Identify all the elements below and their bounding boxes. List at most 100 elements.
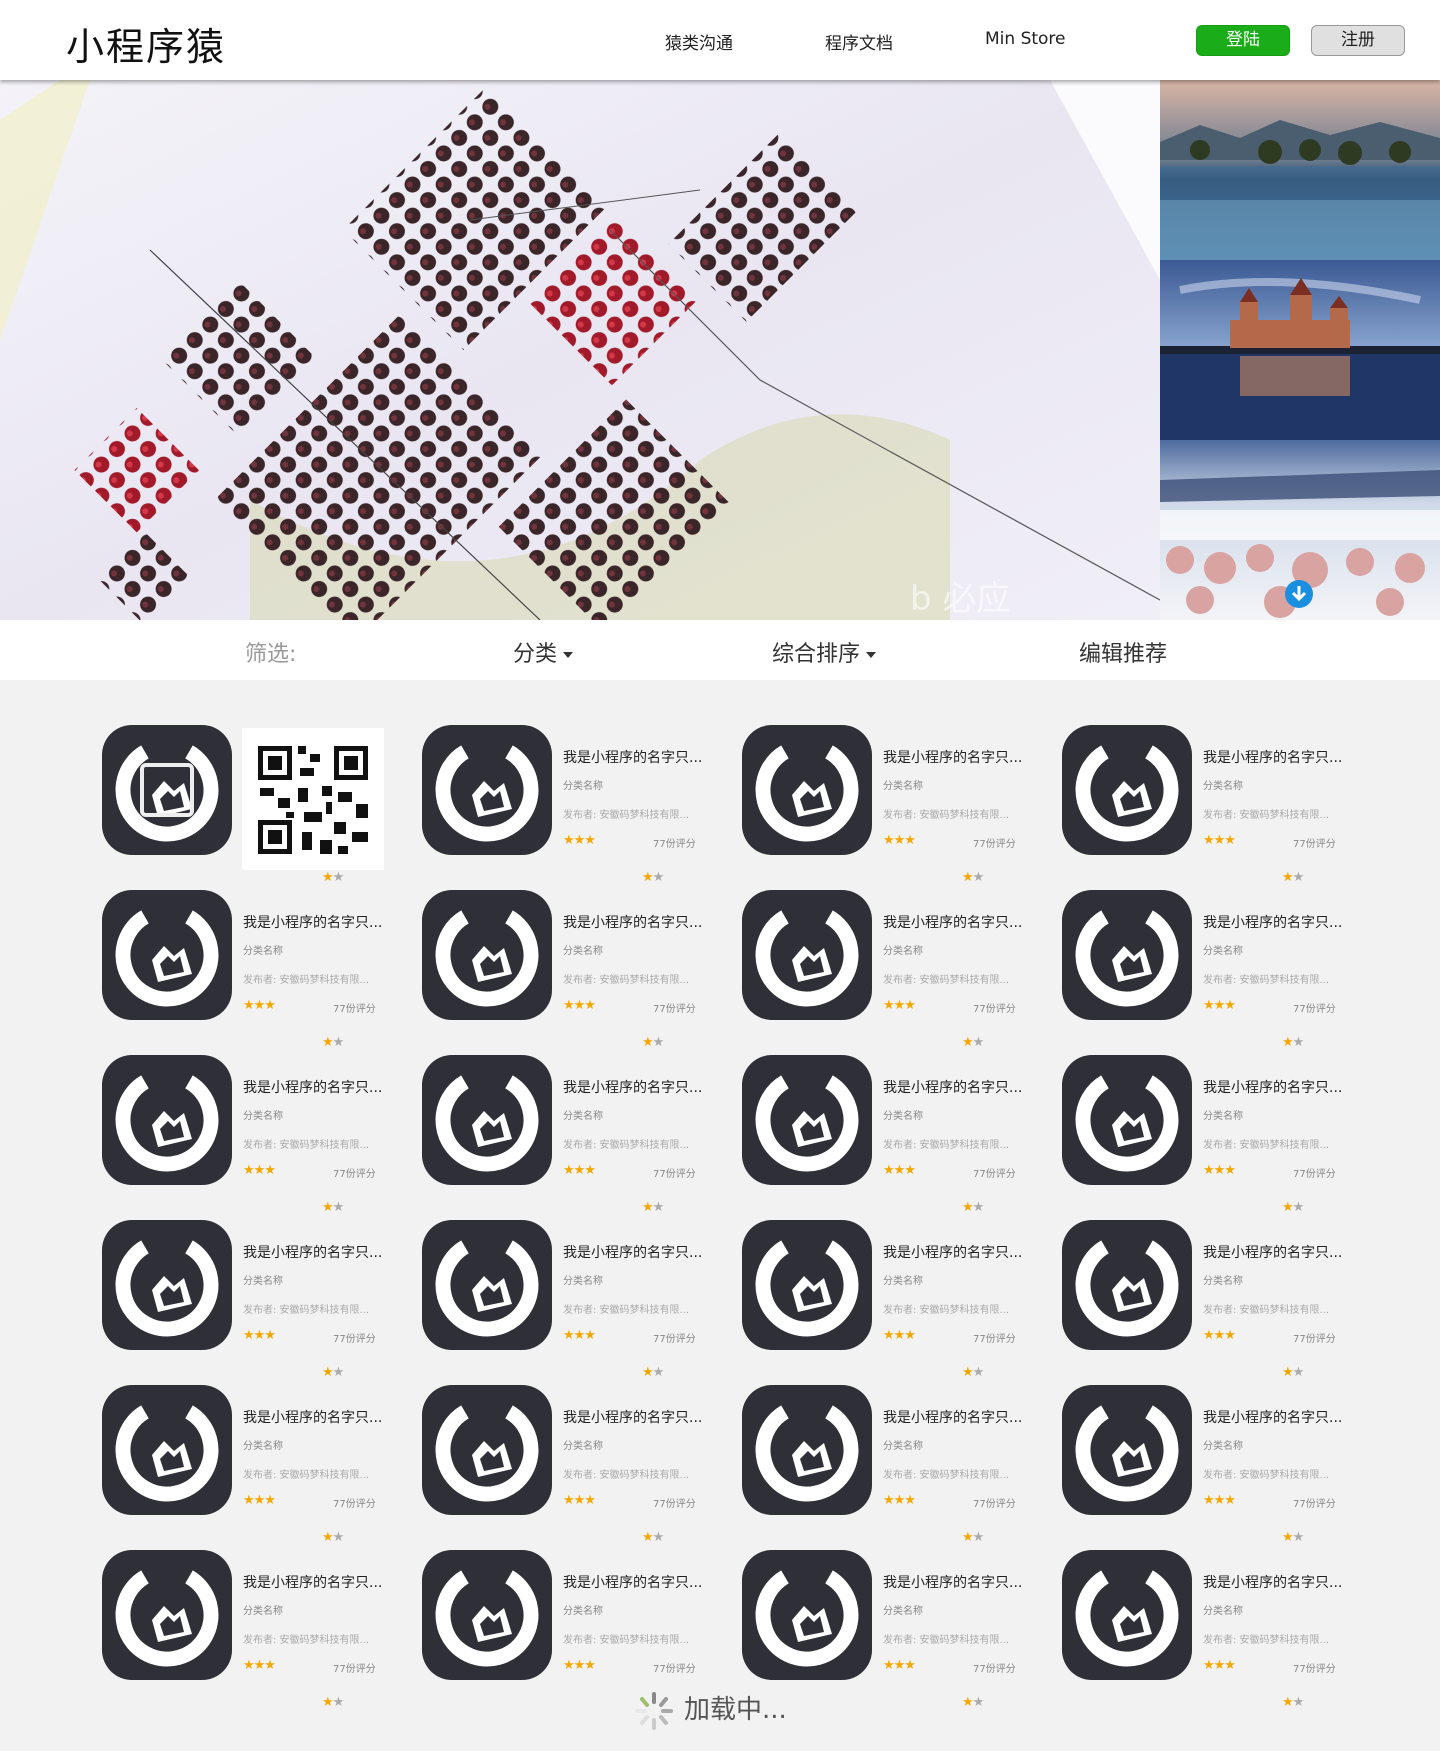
app-category: 分类名称 (563, 946, 603, 957)
app-card[interactable]: ★★ 我是小程序的名字只... 分类名称 发布者: 安徽码梦科技有限... ★★★ 77份… (102, 1530, 402, 1680)
app-card[interactable]: ★★ 我是小程序的名字只... 分类名称 发布者: 安徽码梦科技有限... ★★★ 77份… (102, 1365, 402, 1515)
app-card[interactable]: 我是小程序的名字只... 分类名称 发布者: 安徽码梦科技有限... ★★★ 77份评分 (1062, 705, 1362, 855)
app-icon[interactable] (742, 1385, 872, 1515)
star-off-icon: ★ (972, 1200, 985, 1215)
banner-thumb-snow[interactable] (1160, 440, 1440, 620)
site-logo[interactable]: 小程序猿 (66, 25, 227, 69)
sort-dropdown[interactable]: 综合排序 (772, 636, 877, 668)
app-icon[interactable] (422, 890, 552, 1020)
app-icon[interactable] (422, 1055, 552, 1185)
badge-rating: ★★ (322, 1200, 344, 1215)
banner-main-image[interactable]: b 必应 (0, 80, 1160, 620)
app-icon[interactable] (102, 1055, 232, 1185)
app-card[interactable]: ★★ 我是小程序的名字只... 分类名称 发布者: 安徽码梦科技有限... ★★★ 77份… (1062, 870, 1362, 1020)
badge-rating: ★★ (962, 870, 984, 885)
app-rating-stars: ★★★ (883, 1328, 916, 1343)
app-card[interactable]: ★★ 我是小程序的名字只... 分类名称 发布者: 安徽码梦科技有限... ★★★ 77份… (1062, 1530, 1362, 1680)
star-on-icon: ★ (1282, 1035, 1294, 1050)
app-rating-count: 77份评分 (973, 1004, 1016, 1015)
app-icon[interactable] (1062, 890, 1192, 1020)
star-off-icon: ★ (652, 1200, 665, 1215)
nav-item-communication[interactable]: 猿类沟通 (665, 34, 733, 54)
app-rating-stars: ★★★ (243, 1328, 276, 1343)
app-rating-stars: ★★★ (1203, 1163, 1236, 1178)
star-off-icon: ★ (652, 1365, 665, 1380)
app-icon[interactable] (102, 1385, 232, 1515)
app-icon[interactable] (102, 890, 232, 1020)
app-publisher: 发布者: 安徽码梦科技有限... (563, 1470, 690, 1481)
app-rating-count: 77份评分 (1293, 839, 1336, 850)
app-publisher: 发布者: 安徽码梦科技有限... (1203, 1140, 1330, 1151)
app-icon[interactable] (1062, 1220, 1192, 1350)
editor-pick-tab[interactable]: 编辑推荐 (1079, 642, 1168, 667)
app-icon[interactable] (102, 725, 232, 855)
app-icon[interactable] (742, 890, 872, 1020)
app-card[interactable]: ★★ 我是小程序的名字只... 分类名称 发布者: 安徽码梦科技有限... ★★★ 77份… (742, 1530, 1042, 1680)
app-publisher: 发布者: 安徽码梦科技有限... (563, 975, 690, 986)
app-icon[interactable] (742, 1220, 872, 1350)
app-icon[interactable] (1062, 1385, 1192, 1515)
app-icon[interactable] (742, 725, 872, 855)
app-icon[interactable] (102, 1220, 232, 1350)
app-card[interactable]: ★★ 我是小程序的名字只... 分类名称 发布者: 安徽码梦科技有限... ★★★ 77份… (742, 1200, 1042, 1350)
sort-dropdown-label: 综合排序 (772, 642, 861, 667)
app-rating-count: 77份评分 (973, 1664, 1016, 1675)
app-card[interactable]: 我是小程序的名字只... 分类名称 发布者: 安徽码梦科技有限... ★★★ 77份评分 (422, 705, 722, 855)
login-button[interactable]: 登陆 (1196, 25, 1290, 56)
app-card[interactable]: ★★ 我是小程序的名字只... 分类名称 发布者: 安徽码梦科技有限... ★★★ 77份… (742, 870, 1042, 1020)
app-icon[interactable] (422, 725, 552, 855)
app-icon[interactable] (742, 1055, 872, 1185)
app-card[interactable]: ★★ 我是小程序的名字只... 分类名称 发布者: 安徽码梦科技有限... ★★★ 77份… (422, 1035, 722, 1185)
app-rating-count: 77份评分 (973, 1334, 1016, 1345)
app-icon[interactable] (1062, 725, 1192, 855)
app-card[interactable]: ★★ 我是小程序的名字只... 分类名称 发布者: 安徽码梦科技有限... ★★★ 77份… (102, 870, 402, 1020)
nav-item-min-store[interactable]: Min Store (985, 29, 1066, 49)
app-card[interactable]: ★★ 我是小程序的名字只... 分类名称 发布者: 安徽码梦科技有限... ★★★ 77份… (1062, 1200, 1362, 1350)
app-card[interactable]: 我是小程序的名字只... 分类名称 发布者: 安徽码梦科技有限... ★★★ 77份评分 (742, 705, 1042, 855)
app-card[interactable]: ★★ 我是小程序的名字只... 分类名称 发布者: 安徽码梦科技有限... ★★★ 77份… (422, 1365, 722, 1515)
app-card[interactable]: ★★ 我是小程序的名字只... 分类名称 发布者: 安徽码梦科技有限... ★★★ 77份… (102, 1035, 402, 1185)
category-dropdown-label: 分类 (513, 642, 558, 667)
app-icon[interactable] (1062, 1055, 1192, 1185)
app-card[interactable]: ★★ 我是小程序的名字只... 分类名称 发布者: 安徽码梦科技有限... ★★★ 77份… (422, 870, 722, 1020)
star-on-icon: ★ (642, 1200, 654, 1215)
star-on-icon: ★ (1282, 1365, 1294, 1380)
nav-item-docs[interactable]: 程序文档 (825, 34, 893, 54)
app-icon[interactable] (102, 1550, 232, 1680)
app-icon[interactable] (1062, 1550, 1192, 1680)
app-card[interactable]: ★★ 我是小程序的名字只... 分类名称 发布者: 安徽码梦科技有限... ★★★ 77份… (1062, 1365, 1362, 1515)
app-icon[interactable] (742, 1550, 872, 1680)
app-card[interactable]: ★★ 我是小程序的名字只... 分类名称 发布者: 安徽码梦科技有限... ★★★ 77份… (742, 1035, 1042, 1185)
star-on-icon: ★ (962, 1200, 974, 1215)
app-category: 分类名称 (243, 946, 283, 957)
app-card[interactable]: ★★ 我是小程序的名字只... 分类名称 发布者: 安徽码梦科技有限... ★★★ 77份… (422, 1530, 722, 1680)
app-icon[interactable] (422, 1550, 552, 1680)
star-on-icon: ★ (322, 1530, 334, 1545)
star-on-icon: ★ (322, 1365, 334, 1380)
app-card[interactable]: ★★ 我是小程序的名字只... 分类名称 发布者: 安徽码梦科技有限... ★★★ 77份… (102, 1200, 402, 1350)
app-rating-stars: ★★★ (243, 998, 276, 1013)
app-category: 分类名称 (1203, 1111, 1243, 1122)
app-card[interactable] (102, 705, 402, 870)
star-on-icon: ★ (962, 1695, 974, 1710)
app-card[interactable]: ★★ 我是小程序的名字只... 分类名称 发布者: 安徽码梦科技有限... ★★★ 77份… (1062, 1035, 1362, 1185)
banner-thumb-lake[interactable] (1160, 80, 1440, 260)
app-rating-stars: ★★★ (883, 1163, 916, 1178)
app-card[interactable]: ★★ 我是小程序的名字只... 分类名称 发布者: 安徽码梦科技有限... ★★★ 77份… (422, 1200, 722, 1350)
app-rating-count: 77份评分 (653, 839, 696, 850)
loading-indicator: 加载中... (634, 1689, 787, 1731)
app-name: 我是小程序的名字只... (243, 1575, 383, 1591)
app-card[interactable]: ★★ 我是小程序的名字只... 分类名称 发布者: 安徽码梦科技有限... ★★★ 77份… (742, 1365, 1042, 1515)
category-dropdown[interactable]: 分类 (513, 636, 574, 668)
banner-thumb-castle[interactable] (1160, 260, 1440, 440)
register-button[interactable]: 注册 (1311, 25, 1405, 56)
star-off-icon: ★ (1292, 1695, 1305, 1710)
badge-rating: ★★ (322, 870, 344, 885)
app-icon[interactable] (422, 1385, 552, 1515)
star-off-icon: ★ (1292, 870, 1305, 885)
app-publisher: 发布者: 安徽码梦科技有限... (883, 975, 1010, 986)
app-rating-count: 77份评分 (333, 1004, 376, 1015)
app-icon[interactable] (422, 1220, 552, 1350)
banner-carousel[interactable]: b 必应 (0, 80, 1440, 620)
app-name: 我是小程序的名字只... (1203, 915, 1343, 931)
